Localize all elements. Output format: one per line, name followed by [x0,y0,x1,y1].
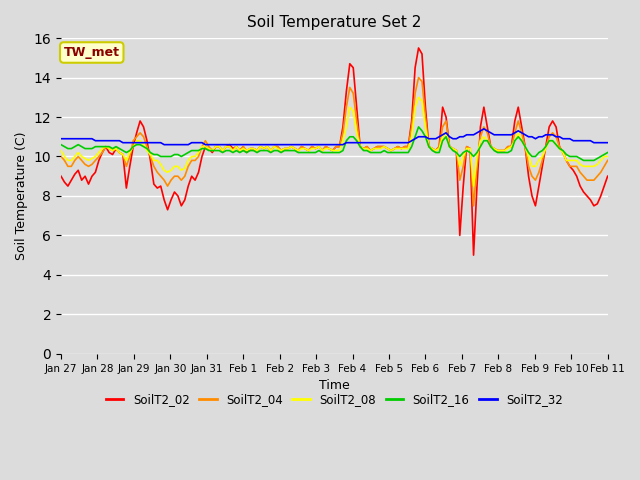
SoilT2_02 [470,252,477,258]
SoilT2_16 [212,148,220,154]
SoilT2_16 [360,148,367,154]
Y-axis label: Soil Temperature (C): Soil Temperature (C) [15,132,28,260]
SoilT2_16 [415,124,422,130]
SoilT2_08 [604,154,611,159]
SoilT2_16 [167,154,175,159]
SoilT2_16 [508,148,515,154]
SoilT2_02 [360,146,367,152]
SoilT2_04 [511,130,518,136]
SoilT2_32 [363,140,371,145]
SoilT2_32 [511,130,518,136]
SoilT2_08 [57,148,65,154]
SoilT2_04 [360,146,367,152]
Line: SoilT2_02: SoilT2_02 [61,48,607,255]
SoilT2_16 [412,134,419,140]
SoilT2_16 [583,157,591,163]
SoilT2_02 [415,45,422,51]
SoilT2_32 [171,142,179,147]
SoilT2_16 [580,157,588,163]
SoilT2_04 [470,203,477,209]
SoilT2_04 [57,154,65,159]
SoilT2_32 [57,136,65,142]
SoilT2_04 [415,75,422,81]
X-axis label: Time: Time [319,379,349,392]
SoilT2_04 [412,90,419,96]
SoilT2_32 [215,142,223,147]
SoilT2_32 [583,138,591,144]
Text: TW_met: TW_met [64,46,120,59]
Legend: SoilT2_02, SoilT2_04, SoilT2_08, SoilT2_16, SoilT2_32: SoilT2_02, SoilT2_04, SoilT2_08, SoilT2_… [101,389,568,411]
SoilT2_08 [511,138,518,144]
SoilT2_04 [583,177,591,183]
Title: Soil Temperature Set 2: Soil Temperature Set 2 [247,15,422,30]
SoilT2_08 [412,104,419,110]
SoilT2_32 [160,142,168,147]
SoilT2_02 [511,118,518,124]
SoilT2_02 [212,144,220,149]
SoilT2_04 [212,144,220,149]
SoilT2_04 [604,157,611,163]
SoilT2_02 [412,65,419,71]
SoilT2_08 [470,183,477,189]
SoilT2_08 [415,95,422,100]
SoilT2_16 [604,150,611,156]
SoilT2_02 [167,197,175,203]
SoilT2_16 [57,142,65,147]
SoilT2_04 [167,177,175,183]
Line: SoilT2_32: SoilT2_32 [61,129,607,144]
SoilT2_02 [604,173,611,179]
SoilT2_08 [583,164,591,169]
Line: SoilT2_16: SoilT2_16 [61,127,607,160]
SoilT2_02 [57,173,65,179]
SoilT2_08 [360,146,367,152]
SoilT2_08 [167,168,175,173]
SoilT2_02 [583,193,591,199]
SoilT2_32 [604,140,611,145]
Line: SoilT2_04: SoilT2_04 [61,78,607,206]
Line: SoilT2_08: SoilT2_08 [61,97,607,186]
SoilT2_08 [212,144,220,149]
SoilT2_32 [415,134,422,140]
SoilT2_32 [480,126,488,132]
